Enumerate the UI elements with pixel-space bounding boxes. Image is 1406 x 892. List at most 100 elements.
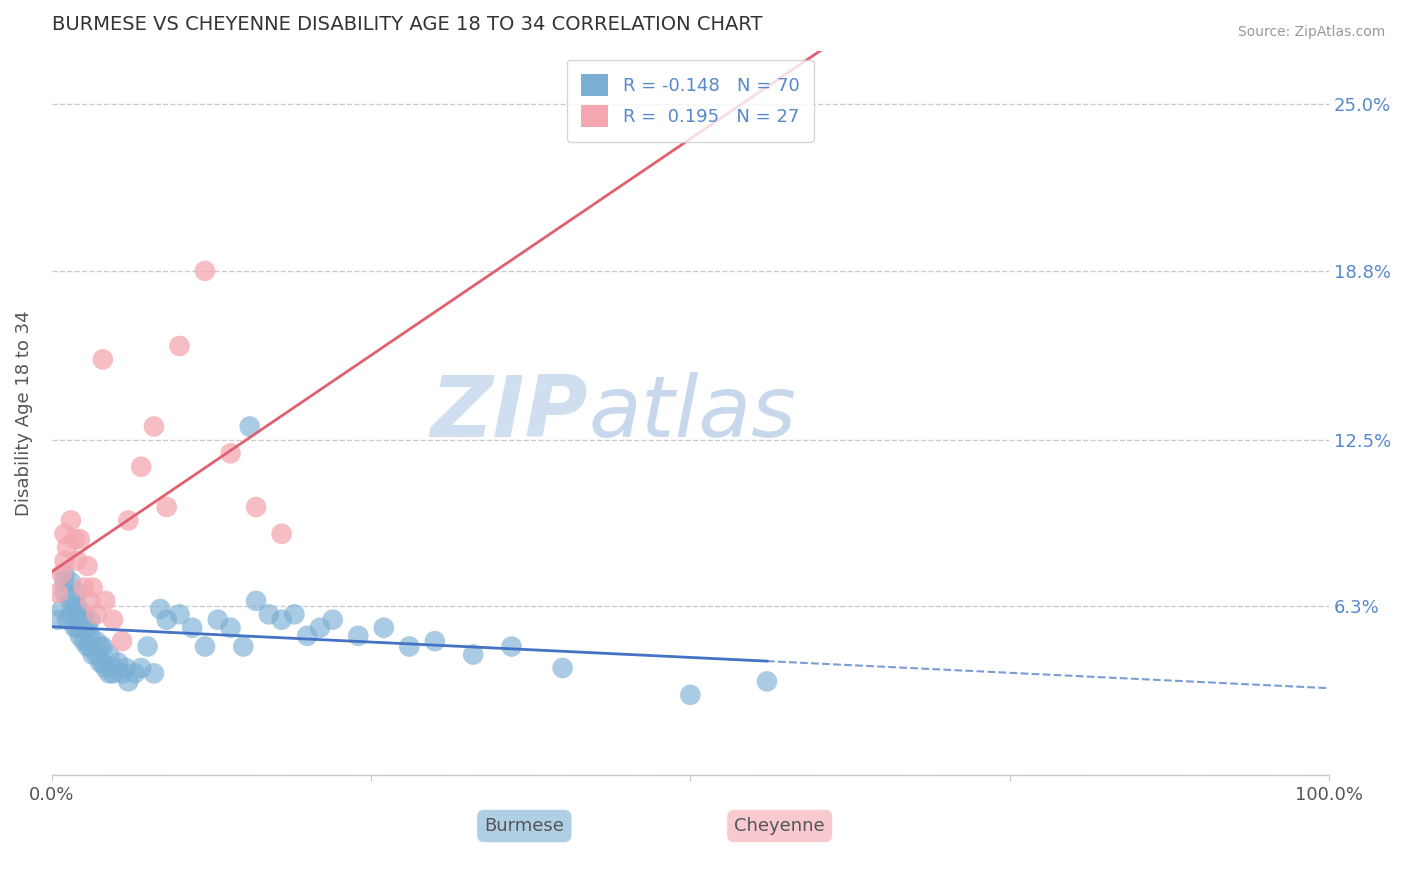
Point <box>129 661 152 675</box>
Point <box>73 581 96 595</box>
Point <box>69 629 91 643</box>
Point <box>295 629 318 643</box>
Point <box>309 621 332 635</box>
Point <box>51 602 73 616</box>
Point <box>86 648 108 662</box>
Point <box>73 634 96 648</box>
Point <box>156 500 179 514</box>
Point <box>59 594 82 608</box>
Point <box>94 661 117 675</box>
Point <box>98 648 121 662</box>
Point <box>79 613 101 627</box>
Point <box>63 602 86 616</box>
Point <box>219 446 242 460</box>
Point <box>53 586 76 600</box>
Point <box>270 526 292 541</box>
Point <box>53 567 76 582</box>
Point <box>94 594 117 608</box>
Point <box>245 594 267 608</box>
Text: Source: ZipAtlas.com: Source: ZipAtlas.com <box>1237 25 1385 39</box>
Point <box>89 640 111 654</box>
Point <box>679 688 702 702</box>
Point <box>107 656 129 670</box>
Point <box>53 526 76 541</box>
Point <box>142 419 165 434</box>
Point <box>207 613 229 627</box>
Point <box>111 666 134 681</box>
Point <box>56 540 79 554</box>
Point <box>66 621 89 635</box>
Point <box>51 567 73 582</box>
Point <box>86 634 108 648</box>
Point <box>398 640 420 654</box>
Point <box>59 513 82 527</box>
Point <box>76 640 98 654</box>
Point <box>117 674 139 689</box>
Point <box>59 607 82 622</box>
Point <box>59 575 82 590</box>
Point <box>66 586 89 600</box>
Point <box>69 613 91 627</box>
Point <box>66 554 89 568</box>
Point <box>136 640 159 654</box>
Point <box>79 594 101 608</box>
Point <box>501 640 523 654</box>
Point <box>156 613 179 627</box>
Point <box>239 419 262 434</box>
Point <box>63 621 86 635</box>
Point <box>86 607 108 622</box>
Point <box>463 648 485 662</box>
Point <box>63 532 86 546</box>
Y-axis label: Disability Age 18 to 34: Disability Age 18 to 34 <box>15 310 32 516</box>
Point <box>283 607 305 622</box>
Point <box>114 661 136 675</box>
Point <box>270 613 292 627</box>
Point <box>322 613 344 627</box>
Point <box>82 648 104 662</box>
Point <box>89 656 111 670</box>
Point <box>73 607 96 622</box>
Point <box>257 607 280 622</box>
Legend: R = -0.148   N = 70, R =  0.195   N = 27: R = -0.148 N = 70, R = 0.195 N = 27 <box>567 60 814 142</box>
Point <box>104 661 127 675</box>
Text: ZIP: ZIP <box>430 372 588 455</box>
Point <box>111 634 134 648</box>
Point <box>142 666 165 681</box>
Point <box>46 586 69 600</box>
Point <box>66 599 89 614</box>
Point <box>91 352 114 367</box>
Point <box>551 661 574 675</box>
Point <box>79 629 101 643</box>
Point <box>101 613 124 627</box>
Point <box>181 621 204 635</box>
Point <box>129 459 152 474</box>
Point <box>76 559 98 574</box>
Point <box>76 621 98 635</box>
Point <box>423 634 446 648</box>
Point <box>91 656 114 670</box>
Point <box>56 613 79 627</box>
Point <box>169 339 191 353</box>
Text: BURMESE VS CHEYENNE DISABILITY AGE 18 TO 34 CORRELATION CHART: BURMESE VS CHEYENNE DISABILITY AGE 18 TO… <box>52 15 762 34</box>
Text: Burmese: Burmese <box>484 817 564 835</box>
Point <box>53 554 76 568</box>
Point <box>219 621 242 635</box>
Point <box>194 640 217 654</box>
Point <box>373 621 395 635</box>
Point <box>79 640 101 654</box>
Point <box>69 532 91 546</box>
Point <box>124 666 146 681</box>
Point <box>73 621 96 635</box>
Point <box>101 666 124 681</box>
Text: atlas: atlas <box>588 372 796 455</box>
Point <box>98 666 121 681</box>
Point <box>245 500 267 514</box>
Point <box>347 629 370 643</box>
Point <box>194 264 217 278</box>
Text: Cheyenne: Cheyenne <box>734 817 825 835</box>
Point <box>46 613 69 627</box>
Point <box>66 607 89 622</box>
Point <box>169 607 191 622</box>
Point <box>149 602 172 616</box>
Point <box>82 581 104 595</box>
